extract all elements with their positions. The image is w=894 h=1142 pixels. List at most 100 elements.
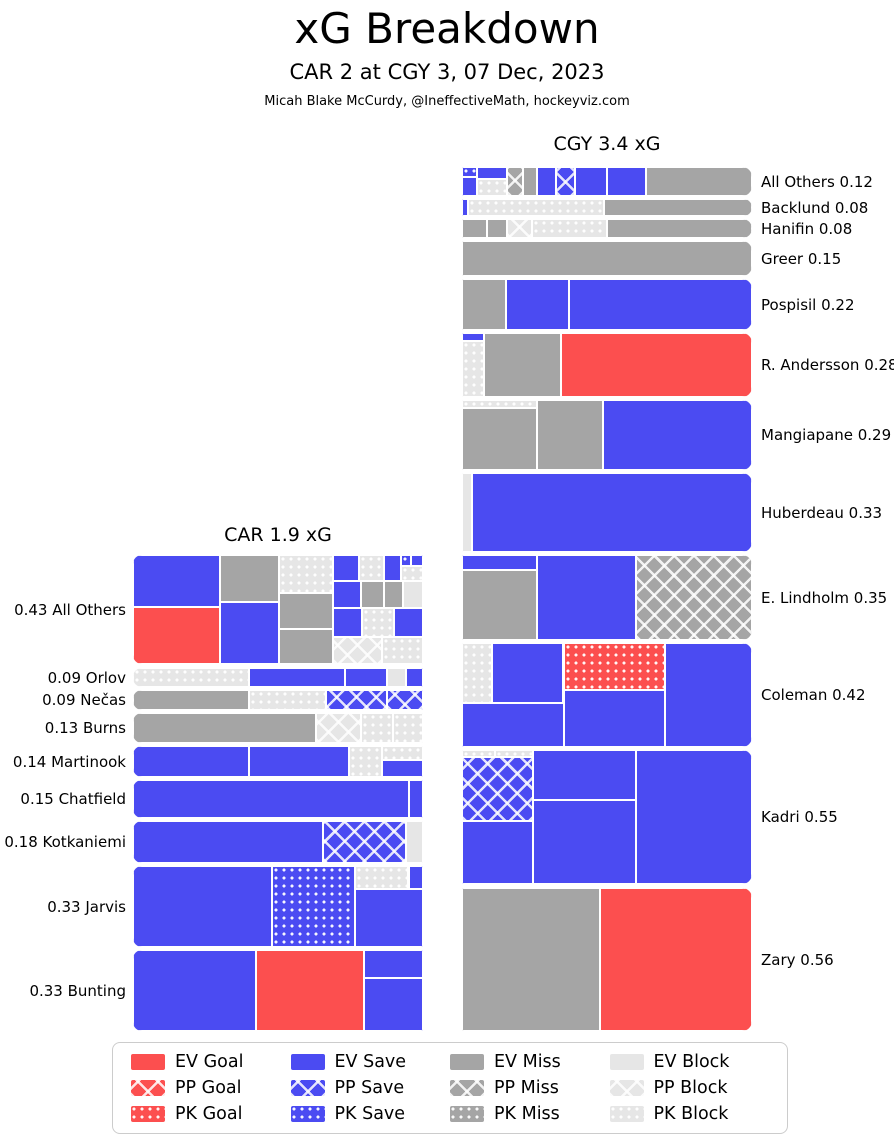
xg-block-ev-miss: [279, 592, 334, 629]
xg-block-pp-block: [315, 713, 361, 743]
xg-block-pk-block: [360, 713, 393, 743]
xg-block-ev-save: [533, 799, 636, 884]
xg-block-pk-block: [392, 713, 423, 743]
player-label-ne-as: 0.09 Nečas: [42, 691, 126, 709]
page-title: xG Breakdown: [294, 4, 600, 53]
xg-block-ev-miss: [360, 580, 384, 608]
xg-block-ev-save: [409, 780, 423, 818]
xg-block-ev-goal: [599, 888, 752, 1031]
player-row-hanifin: [462, 219, 752, 238]
legend-item-pp-goal: PP Goal: [131, 1078, 291, 1098]
xg-block-ev-block: [402, 580, 423, 608]
xg-block-pk-save: [272, 866, 355, 947]
player-row-chatfield: [133, 780, 423, 818]
xg-block-pk-block: [531, 219, 607, 238]
xg-block-ev-miss: [220, 555, 280, 602]
legend-label: PK Goal: [175, 1104, 243, 1124]
xg-block-ev-save: [354, 888, 423, 947]
player-label-greer: Greer 0.15: [761, 249, 842, 268]
legend-swatch-pp-block: [609, 1080, 644, 1096]
xg-block-ev-save: [382, 759, 423, 777]
legend-swatch-pk-block: [609, 1106, 644, 1122]
legend-item-pk-goal: PK Goal: [131, 1104, 291, 1124]
legend-swatch-pp-save: [290, 1080, 325, 1096]
xg-block-pk-block: [362, 607, 394, 638]
xg-block-ev-save: [603, 400, 752, 470]
xg-block-ev-save: [344, 668, 387, 687]
xg-block-ev-miss: [462, 407, 538, 470]
xg-block-ev-save: [133, 746, 249, 777]
xg-block-pk-block: [382, 637, 423, 664]
xg-block-pp-save: [386, 690, 423, 710]
legend-label: PP Goal: [175, 1078, 242, 1098]
player-label-mangiapane: Mangiapane 0.29: [761, 426, 892, 444]
legend-swatch-ev-goal: [131, 1054, 165, 1070]
legend-item-ev-miss: EV Miss: [450, 1052, 610, 1072]
xg-block-ev-miss: [604, 199, 752, 216]
xg-block-ev-miss: [462, 219, 487, 238]
legend-item-ev-save: EV Save: [290, 1052, 451, 1072]
xg-block-pk-save: [462, 167, 477, 178]
xg-block-pk-block: [476, 179, 507, 196]
player-label-martinook: 0.14 Martinook: [12, 752, 126, 771]
xg-block-ev-miss: [133, 713, 316, 743]
player-label-burns: 0.13 Burns: [44, 719, 126, 737]
player-row-huberdeau: [462, 473, 752, 552]
legend-item-pk-miss: PK Miss: [450, 1104, 610, 1124]
xg-block-pk-block: [359, 555, 384, 581]
xg-block-pp-save: [325, 690, 387, 710]
xg-block-ev-save: [133, 950, 257, 1031]
player-label-kadri: Kadri 0.55: [761, 808, 838, 826]
xg-block-ev-save: [133, 555, 220, 607]
player-label-r-andersson: R. Andersson 0.28: [761, 356, 894, 374]
xg-block-ev-save: [220, 601, 280, 664]
xg-block-ev-save: [665, 643, 752, 747]
xg-block-ev-miss: [522, 167, 538, 196]
xg-block-ev-save: [405, 668, 423, 687]
xg-block-ev-goal: [133, 606, 220, 664]
xg-block-ev-save: [408, 866, 423, 889]
player-row-greer: [462, 241, 752, 276]
xg-block-ev-save: [476, 167, 507, 180]
legend-swatch-ev-miss: [450, 1054, 484, 1070]
xg-block-ev-save: [462, 177, 477, 196]
xg-block-ev-miss: [607, 219, 752, 238]
xg-block-ev-miss: [279, 628, 334, 664]
legend-item-ev-goal: EV Goal: [131, 1052, 291, 1072]
xg-block-ev-save: [636, 750, 752, 884]
legend-item-pk-save: PK Save: [290, 1104, 451, 1124]
player-label-jarvis: 0.33 Jarvis: [47, 897, 126, 916]
player-label-backlund: Backlund 0.08: [761, 198, 869, 217]
xg-block-pp-miss: [506, 167, 523, 196]
player-label-zary: Zary 0.56: [761, 950, 834, 969]
xg-block-ev-save: [333, 607, 363, 638]
xg-block-pp-save: [556, 167, 576, 196]
legend-label: PK Save: [334, 1104, 406, 1124]
player-row-all-others: [133, 555, 423, 664]
legend-swatch-pk-miss: [450, 1106, 484, 1122]
player-row-coleman: [462, 643, 752, 747]
xg-block-ev-save: [249, 668, 345, 687]
xg-block-ev-save: [563, 689, 665, 747]
game-subtitle: CAR 2 at CGY 3, 07 Dec, 2023: [289, 60, 605, 84]
xg-block-ev-save: [462, 333, 484, 341]
player-row-kotkaniemi: [133, 821, 423, 863]
xg-block-ev-save: [472, 473, 752, 552]
xg-block-pk-block: [468, 199, 605, 216]
player-row-martinook: [133, 746, 423, 777]
player-row-pospisil: [462, 279, 752, 330]
legend-label: PP Save: [334, 1078, 405, 1098]
legend-item-pk-block: PK Block: [609, 1104, 770, 1124]
legend-label: PK Miss: [494, 1104, 560, 1124]
player-row-bunting: [133, 950, 423, 1031]
xg-block-ev-save: [462, 199, 469, 216]
xg-block-ev-block: [462, 473, 473, 552]
xg-block-ev-miss: [483, 333, 561, 397]
car-player-labels: 0.43 All Others 0.09 Orlov 0.09 Nečas 0.13 …: [0, 0, 126, 1142]
xg-block-ev-miss: [462, 888, 600, 1031]
xg-block-ev-save: [333, 580, 361, 608]
xg-block-ev-miss: [383, 580, 403, 608]
legend-label: EV Goal: [175, 1052, 244, 1072]
xg-block-pk-block: [133, 668, 249, 687]
